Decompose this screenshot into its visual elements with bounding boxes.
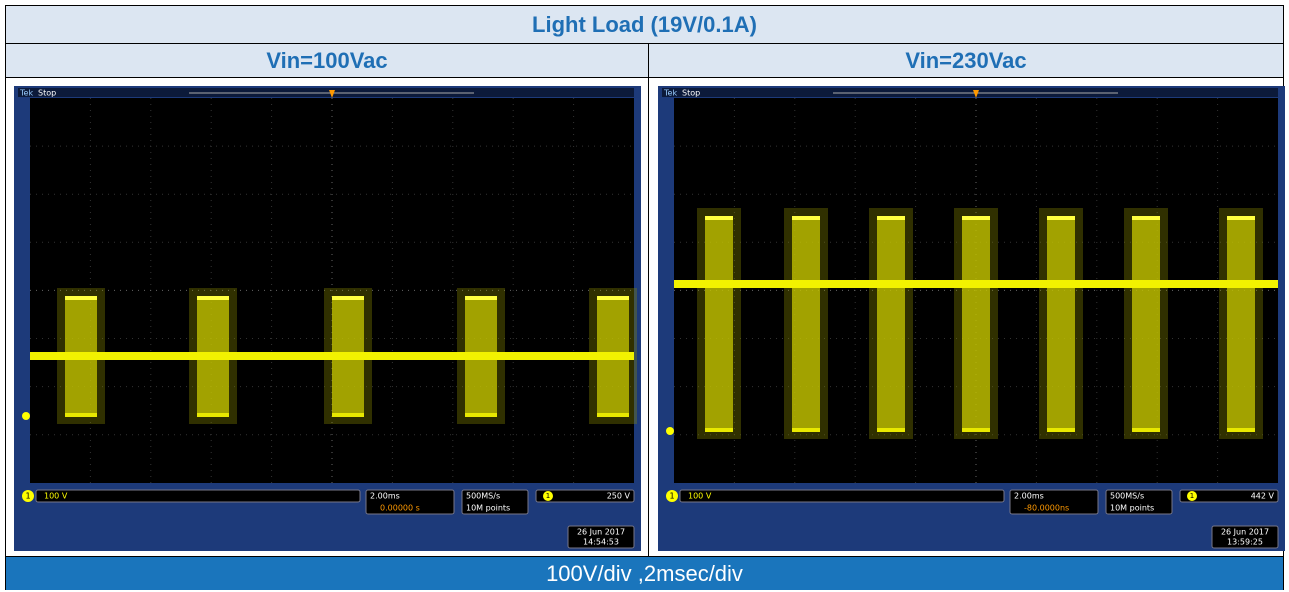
date: 26 Jun 2017 — [1221, 528, 1269, 537]
baseline — [674, 280, 1278, 288]
channel: 1 — [669, 492, 674, 501]
brand: Tek — [663, 89, 677, 98]
burst-bottom — [705, 428, 733, 432]
burst — [1227, 216, 1255, 431]
header-row: Vin=100Vac Vin=230Vac — [6, 44, 1283, 78]
burst-top — [962, 216, 990, 220]
status: Stop — [682, 89, 700, 98]
burst-bottom — [332, 413, 364, 417]
panel-header: Vin=230Vac — [649, 44, 1283, 77]
burst-top — [597, 296, 629, 300]
record-length: 10M points — [1110, 504, 1154, 513]
burst-top — [792, 216, 820, 220]
burst-top — [705, 216, 733, 220]
scope-screenshot: Tek Stop 1 100 V 2.00ms -80.0000ns 500MS/s 10M … — [658, 86, 1285, 551]
burst-top — [1132, 216, 1160, 220]
channel-scale: 100 V — [688, 492, 712, 501]
burst-top — [877, 216, 905, 220]
burst-bottom — [1132, 428, 1160, 432]
divider — [648, 78, 649, 556]
title: Light Load (19V/0.1A) — [6, 6, 1283, 44]
readout-box — [36, 490, 360, 502]
channel: 1 — [546, 492, 550, 500]
burst-bottom — [1227, 428, 1255, 432]
burst-top — [465, 296, 497, 300]
burst-bottom — [65, 413, 97, 417]
burst-top — [332, 296, 364, 300]
burst — [792, 216, 820, 431]
sample-rate: 500MS/s — [1110, 492, 1144, 501]
trigger-position: 0.00000 s — [380, 504, 420, 513]
record-length: 10M points — [466, 504, 510, 513]
brand: Tek — [19, 89, 33, 98]
burst-bottom — [197, 413, 229, 417]
baseline — [30, 352, 634, 360]
burst — [1132, 216, 1160, 431]
burst-bottom — [597, 413, 629, 417]
burst-bottom — [465, 413, 497, 417]
scope-screenshot: Tek Stop 1 100 V 2.00ms 0.00000 s 500MS/s 10M p… — [14, 86, 641, 551]
readout-box — [680, 490, 1004, 502]
channel-marker — [22, 412, 30, 420]
time: 13:59:25 — [1227, 538, 1263, 547]
channel: 1 — [1190, 492, 1194, 500]
timebase: 2.00ms — [370, 492, 400, 501]
burst-bottom — [962, 428, 990, 432]
footer: 100V/div ,2msec/div — [6, 556, 1283, 590]
date: 26 Jun 2017 — [577, 528, 625, 537]
burst-bottom — [792, 428, 820, 432]
burst-top — [197, 296, 229, 300]
document: Light Load (19V/0.1A) Vin=100Vac Vin=230… — [5, 5, 1284, 590]
burst-top — [1227, 216, 1255, 220]
time: 14:54:53 — [583, 538, 619, 547]
burst — [877, 216, 905, 431]
channel-marker — [666, 427, 674, 435]
sample-rate: 500MS/s — [466, 492, 500, 501]
trigger-position: -80.0000ns — [1024, 504, 1069, 513]
panel-header: Vin=100Vac — [6, 44, 649, 77]
trigger-level: 442 V — [1251, 492, 1275, 501]
channel: 1 — [25, 492, 30, 501]
burst-bottom — [1047, 428, 1075, 432]
burst — [1047, 216, 1075, 431]
channel-scale: 100 V — [44, 492, 68, 501]
timebase: 2.00ms — [1014, 492, 1044, 501]
burst — [962, 216, 990, 431]
trigger-level: 250 V — [607, 492, 631, 501]
burst-bottom — [877, 428, 905, 432]
burst — [705, 216, 733, 431]
burst-top — [1047, 216, 1075, 220]
burst-top — [65, 296, 97, 300]
status: Stop — [38, 89, 56, 98]
